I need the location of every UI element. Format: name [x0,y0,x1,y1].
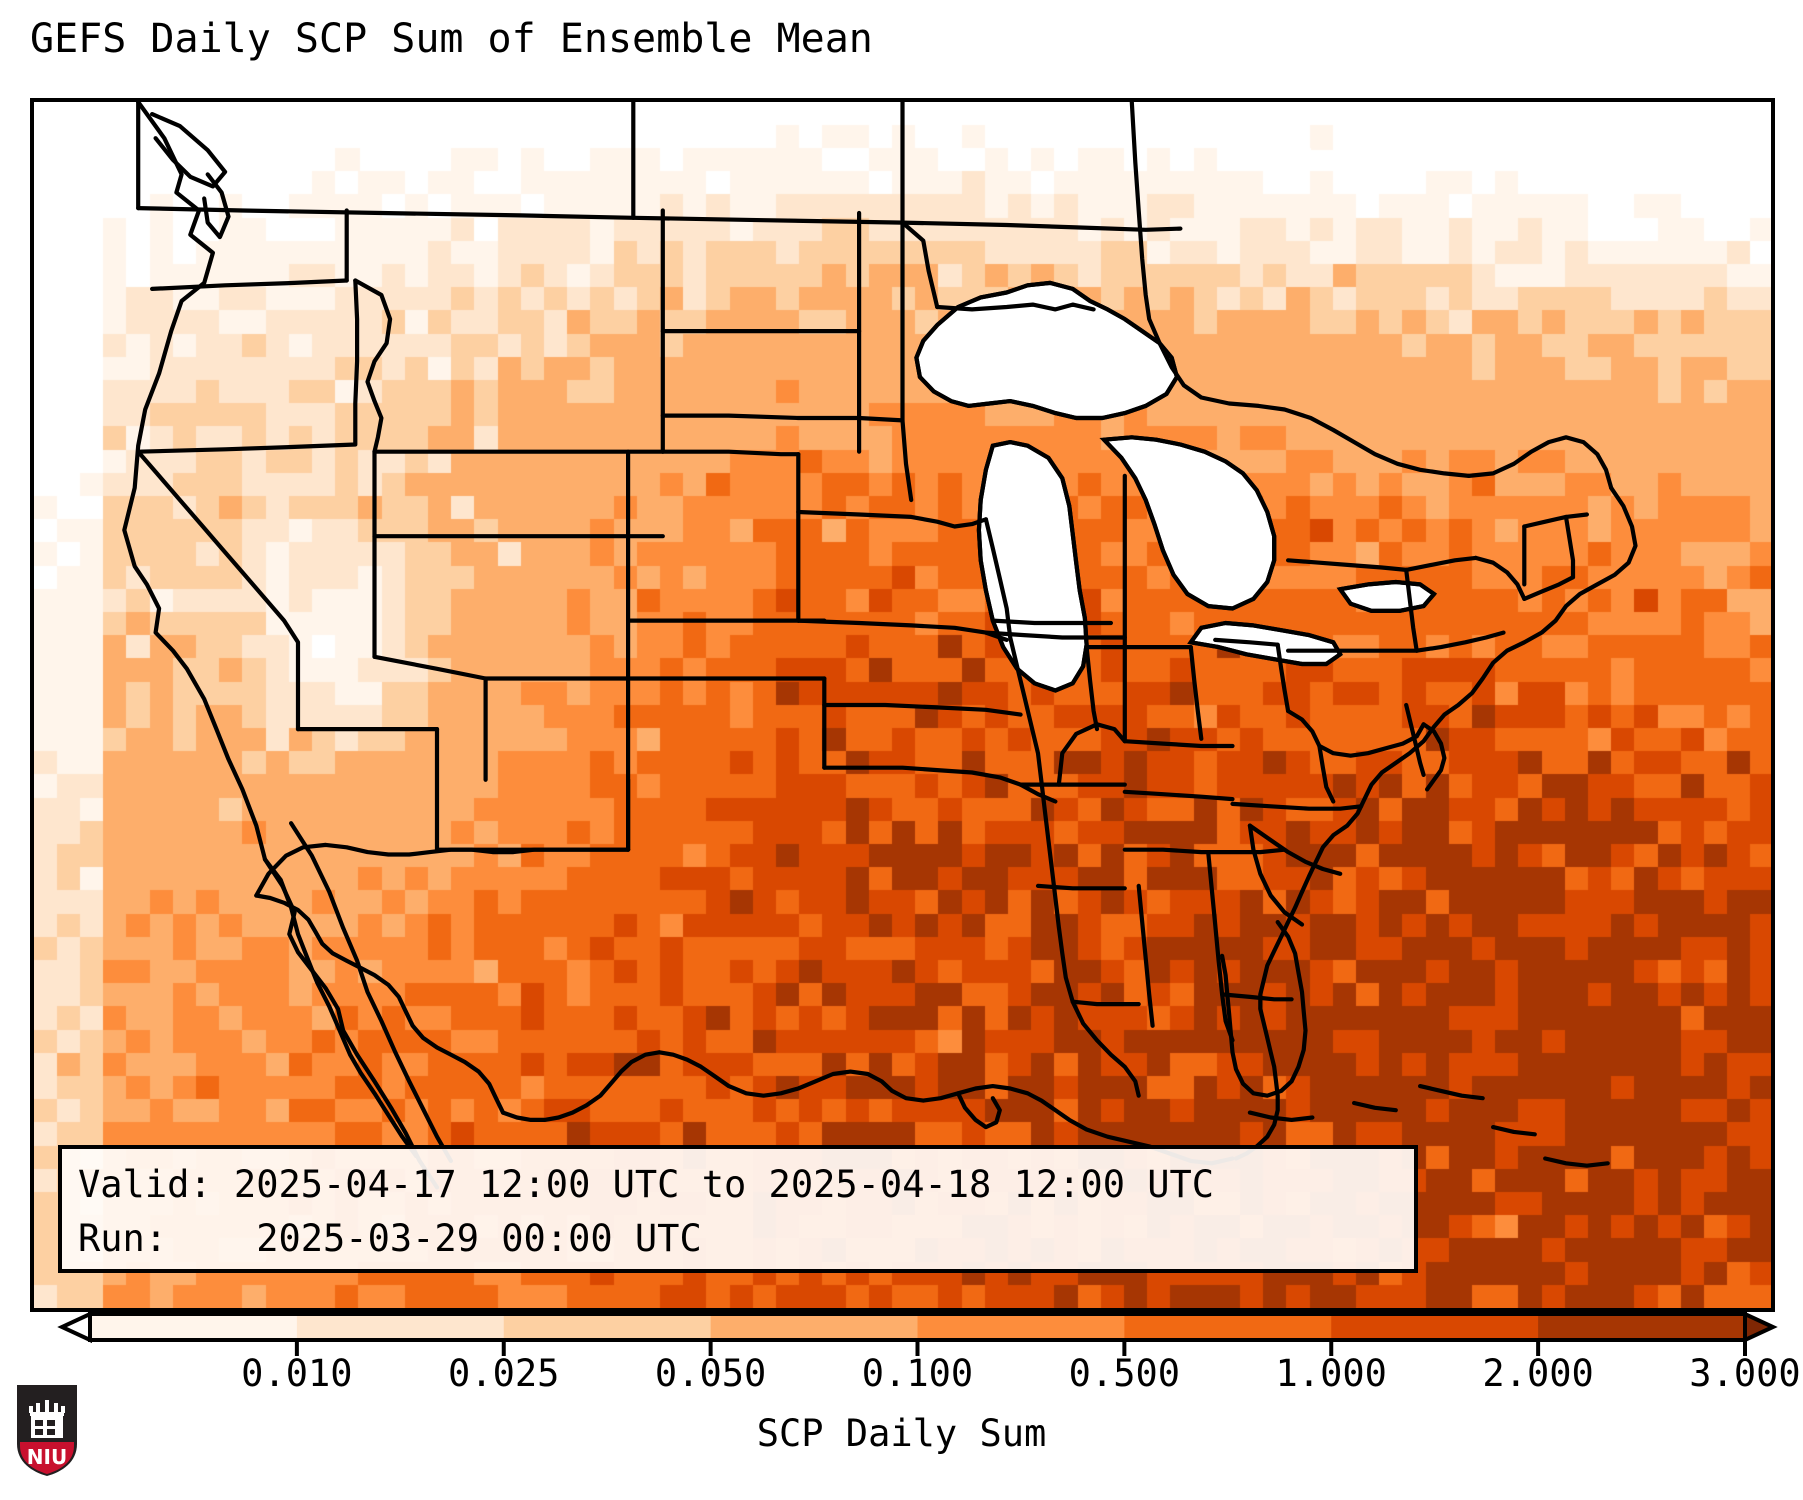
map-boundary-path [1070,999,1141,1007]
map-boundary-path [150,278,349,291]
map-boundary-path [822,702,1023,717]
map-boundary-path [1220,920,1308,1098]
map-boundary-path [1122,739,1235,749]
valid-time-text: Valid: 2025-04-17 12:00 UTC to 2025-04-1… [78,1163,1215,1206]
colorbar-axis-label: SCP Daily Sum [756,1412,1047,1455]
map-boundary-path [1299,485,1638,894]
map-boundary-path [122,102,268,862]
map-boundary-path [956,1091,1002,1130]
map-boundary-path [1247,823,1305,927]
map-boundary-path [822,765,1058,804]
map-boundary-path [1352,1100,1398,1113]
map-boundary-path [990,618,1113,626]
map-boundary-path [660,449,801,457]
map-panel [30,98,1775,1312]
colorbar-tick-1: 0.025 [448,1352,560,1395]
map-boundary-path [1563,514,1576,580]
map-boundary-path [1338,579,1437,613]
colorbar [0,1308,1803,1378]
lake-polygon [914,280,1180,421]
map-boundary-path [1522,575,1576,601]
map-boundary-path [1084,645,1100,732]
map-boundary-path [1473,555,1527,601]
map-boundary-path [500,1050,662,1122]
map-boundary-path [1122,789,1235,802]
colorbar-tick-5: 1.000 [1275,1352,1387,1395]
map-boundary-path [1122,847,1287,855]
map-boundary-path [796,509,988,529]
colorbar-tick-4: 0.500 [1068,1352,1181,1395]
map-boundary-path [1404,567,1419,653]
colorbar-svg [57,1310,1778,1356]
run-time-text: Run: 2025-03-29 00:00 UTC [78,1217,702,1260]
niu-logo: NIU [17,1385,77,1476]
map-boundary-path [254,893,506,1115]
map-boundary-path [1136,883,1155,1028]
map-boundary-path [1188,645,1204,741]
map-boundary-path [1404,555,1478,572]
map-boundary-path [900,220,1183,232]
map-boundary-path [935,302,1096,312]
colorbar-tick-7: 3.000 [1689,1352,1801,1395]
map-boundary-path [1491,1125,1537,1137]
colorbar-tick-3: 0.100 [861,1352,974,1395]
map-boundary-path [900,220,914,503]
map-boundary-path [1129,102,1471,478]
colorbar-tick-2: 0.050 [654,1352,767,1395]
map-boundary-path [289,821,453,1163]
map-boundary-path [900,220,940,310]
map-boundary-path [1543,1156,1610,1168]
map-boundary-path [1230,801,1364,811]
map-boundary-path [1206,850,1235,1043]
map-boundary-path [1188,620,1343,667]
colorbar-tick-6: 2.000 [1482,1352,1594,1395]
map-boundary-path [372,654,488,782]
map-boundary-path [1035,883,1127,891]
map-boundary-path [1247,823,1343,876]
map-boundary-path [1286,558,1409,572]
map-boundary-path [262,857,419,1159]
map-boundary-path [202,172,231,240]
map-boundary-path [136,206,905,225]
map-boundary-path [1522,512,1589,529]
map-boundary-path [1233,889,1305,1161]
colorbar-tick-labels: 0.010 0.025 0.050 0.100 0.500 1.000 2.000 3.000 [0,1352,1803,1402]
lake-polygon [1099,435,1277,611]
map-boundary-path [1213,637,1280,647]
map-boundary-path [796,618,1009,642]
map-boundary-path [1414,630,1506,653]
map-boundary-path [1286,708,1426,758]
valid-run-info-box: Valid: 2025-04-17 12:00 UTC to 2025-04-1… [58,1145,1418,1273]
map-boundary-path [983,630,1127,640]
map-boundary-path [660,413,905,423]
map-boundary-path [976,440,1089,693]
colorbar-tick-0: 0.010 [241,1352,353,1395]
map-boundary-path [136,278,360,454]
map-boundary-path [353,278,393,454]
map-boundary-path [914,280,1179,421]
niu-logo-text: NIU [27,1445,67,1469]
map-boundary-path [1247,1110,1315,1122]
map-boundary-path [150,112,228,189]
map-boundary-path [1418,1084,1485,1101]
map-borders-overlay [122,102,1638,1190]
map-boundary-path [1421,722,1447,792]
map-boundary-path [657,1050,1235,1166]
map-boundary-path [1056,722,1127,787]
map-boundary-path [1466,435,1614,490]
map-boundary-path [1220,992,1294,1002]
map-boundary-path [1101,435,1277,611]
map-boundary-path [1317,743,1336,804]
map-boundary-path [136,449,301,732]
map-boundary-path [1404,702,1426,777]
page-title: GEFS Daily SCP Sum of Ensemble Mean [30,16,873,62]
map-boundary-path [1275,642,1291,714]
